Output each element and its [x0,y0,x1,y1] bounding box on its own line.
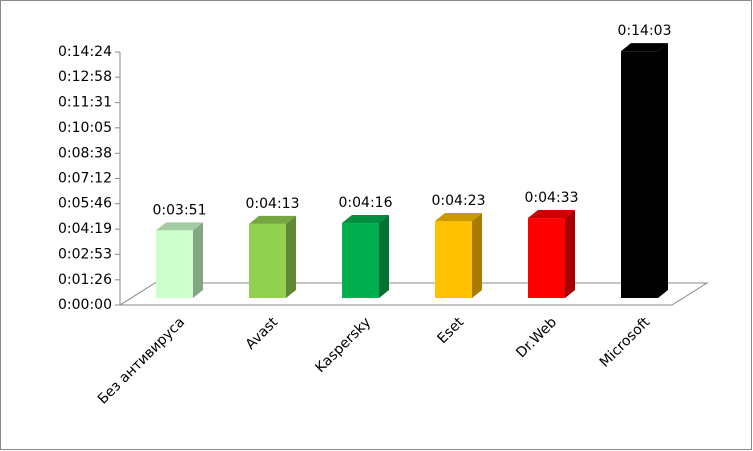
bar-side [379,215,389,298]
bar [621,51,658,298]
y-tick-label: 0:00:00 [58,297,112,313]
bar [249,223,286,298]
y-tick-label: 0:14:24 [58,44,112,60]
bar-side [565,210,575,298]
y-tick-label: 0:04:19 [58,221,112,237]
bar-side [286,215,296,298]
y-tick-label: 0:07:12 [58,171,112,187]
bar [342,223,379,298]
bar [156,230,193,298]
bar-top [156,222,203,231]
bar-top [342,215,389,224]
bar-side [193,222,203,298]
y-tick-label: 0:05:46 [58,196,112,212]
y-tick-label: 0:01:26 [58,272,112,288]
data-label: 0:03:51 [153,202,207,218]
bar-top [528,210,575,219]
data-label: 0:04:16 [339,195,393,211]
bar-top [249,215,296,224]
bar [435,220,472,298]
y-tick-label: 0:02:53 [58,246,112,262]
bar [528,218,565,298]
data-label: 0:14:03 [618,23,672,39]
y-tick-label: 0:11:31 [58,95,112,111]
bar-side [658,43,668,298]
y-tick-label: 0:10:05 [58,120,112,136]
y-tick-label: 0:12:58 [58,69,112,85]
floor [118,282,709,306]
bar-top [621,43,668,52]
data-label: 0:04:33 [525,190,579,206]
y-tick-label: 0:08:38 [58,145,112,161]
data-label: 0:04:13 [246,196,300,212]
bar-top [435,212,482,221]
bar-side [472,212,482,298]
data-label: 0:04:23 [432,193,486,209]
